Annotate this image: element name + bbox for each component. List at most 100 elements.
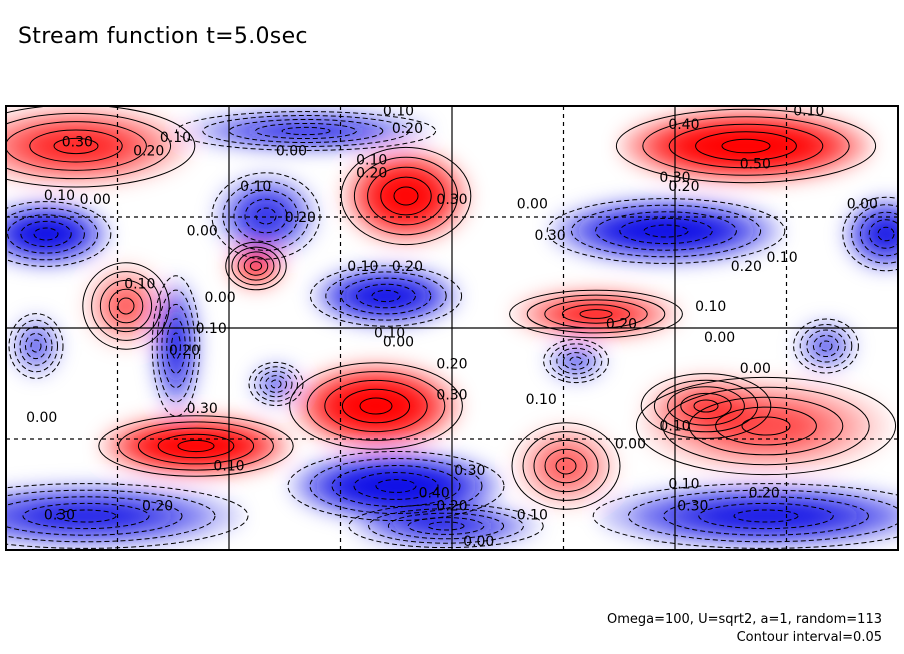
- negative-contour: [375, 479, 417, 493]
- negative-contour: [6, 483, 249, 549]
- contour-label: 0.10: [766, 250, 797, 266]
- contour-label: 0.30: [436, 192, 467, 208]
- positive-contour: [177, 439, 215, 453]
- positive-contour: [522, 431, 610, 501]
- positive-contour: [243, 256, 269, 276]
- negative-contour: [254, 366, 298, 402]
- positive-contour: [511, 422, 621, 510]
- positive-contour: [380, 176, 432, 216]
- contour-label: 0.30: [677, 499, 708, 515]
- negative-region: [358, 284, 414, 308]
- positive-contour: [579, 309, 613, 319]
- positive-region: [344, 390, 408, 422]
- contour-label: 0.10: [347, 259, 378, 275]
- contour-label: 0.20: [392, 121, 423, 137]
- contour-label: 0.00: [276, 143, 307, 159]
- contour-label: 0.10: [695, 299, 726, 315]
- positive-contour: [680, 392, 732, 420]
- negative-region: [246, 200, 286, 232]
- contour-label: 0.10: [240, 179, 271, 195]
- positive-contour: [6, 112, 172, 180]
- negative-contour: [353, 472, 439, 500]
- positive-region: [382, 178, 430, 214]
- chart-title: Stream function t=5.0sec: [18, 24, 308, 49]
- contour-label: 0.00: [615, 436, 646, 452]
- negative-contour: [255, 122, 357, 140]
- negative-contour: [877, 226, 895, 242]
- contour-label: 0.30: [454, 463, 485, 479]
- negative-contour: [643, 224, 689, 238]
- contour-label: 0.00: [463, 534, 494, 550]
- positive-contour: [721, 138, 771, 154]
- positive-contour: [353, 156, 459, 236]
- negative-contour: [543, 338, 609, 384]
- contour-label: 0.20: [749, 485, 780, 501]
- contour-label: 0.00: [187, 223, 218, 239]
- positive-contour: [509, 289, 683, 339]
- contour-label: 0.10: [374, 325, 405, 341]
- negative-contour: [7, 214, 85, 254]
- positive-region: [160, 434, 232, 458]
- positive-contour: [225, 241, 287, 291]
- negative-contour: [6, 496, 183, 536]
- positive-contour: [340, 146, 472, 246]
- positive-contour: [533, 439, 599, 493]
- negative-contour: [562, 352, 590, 370]
- negative-contour: [619, 217, 713, 245]
- positive-contour: [526, 294, 666, 334]
- negative-contour: [244, 198, 288, 234]
- negative-contour: [340, 277, 432, 315]
- negative-region: [22, 222, 70, 246]
- negative-contour: [569, 356, 583, 366]
- contour-label: 0.40: [419, 485, 450, 501]
- negative-contour: [851, 204, 898, 264]
- negative-contour: [281, 126, 331, 136]
- negative-contour: [156, 289, 196, 403]
- negative-contour: [14, 319, 58, 373]
- positive-contour: [715, 406, 817, 446]
- negative-contour: [368, 508, 524, 544]
- contour-label: 0.30: [659, 170, 690, 186]
- negative-contour: [22, 502, 150, 530]
- negative-region: [870, 220, 898, 248]
- negative-contour: [356, 283, 416, 309]
- negative-contour: [733, 509, 799, 523]
- negative-region: [258, 123, 354, 139]
- positive-contour: [118, 421, 274, 471]
- positive-contour: [289, 362, 463, 450]
- negative-region: [26, 334, 46, 358]
- positive-contour: [544, 448, 588, 484]
- contour-label: 0.10: [356, 152, 387, 168]
- positive-contour: [157, 433, 235, 459]
- contour-label: 0.10: [196, 321, 227, 337]
- negative-contour: [663, 496, 869, 536]
- negative-contour: [6, 207, 99, 261]
- contour-label: 0.00: [204, 290, 235, 306]
- contour-label: 0.00: [517, 197, 548, 213]
- positive-contour: [82, 262, 170, 350]
- positive-contour: [693, 399, 719, 413]
- negative-contour: [265, 375, 287, 393]
- positive-contour: [741, 416, 791, 436]
- positive-region: [244, 257, 268, 275]
- negative-contour: [819, 340, 833, 352]
- positive-region: [110, 290, 142, 322]
- negative-contour: [6, 201, 112, 267]
- contour-label: 0.20: [142, 499, 173, 515]
- contour-label: 0.20: [392, 259, 423, 275]
- contour-label: 0.20: [133, 143, 164, 159]
- positive-contour: [237, 251, 275, 281]
- negative-contour: [6, 489, 216, 543]
- negative-region: [167, 320, 185, 372]
- contour-label: 0.20: [356, 166, 387, 182]
- negative-region: [702, 504, 830, 528]
- negative-contour: [387, 512, 505, 540]
- contour-label: 0.10: [44, 188, 75, 204]
- negative-contour: [348, 503, 544, 549]
- negative-contour: [171, 332, 181, 360]
- positive-region: [682, 394, 730, 418]
- negative-region: [622, 219, 710, 243]
- contour-label: 0.10: [668, 476, 699, 492]
- contour-label: 0.50: [740, 157, 771, 173]
